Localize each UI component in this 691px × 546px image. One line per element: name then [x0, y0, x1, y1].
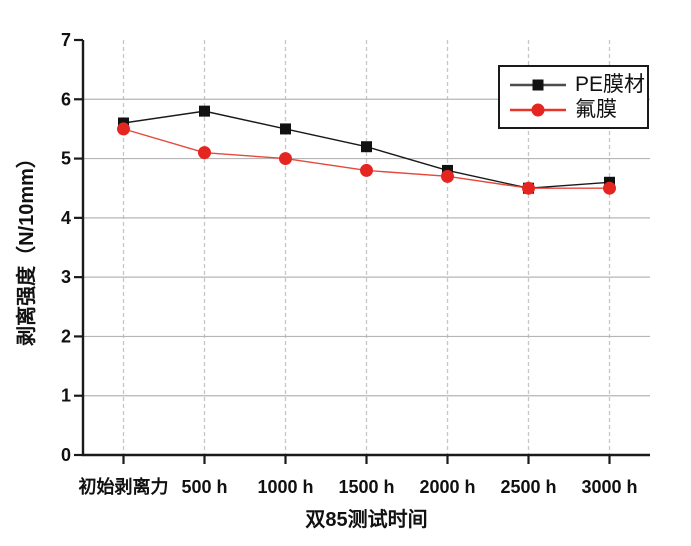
legend-item-pe-film: PE膜材	[509, 72, 645, 97]
pe-film-legend-marker	[532, 79, 544, 90]
y-tick-label: 0	[61, 445, 71, 465]
y-tick-label: 6	[61, 89, 71, 109]
fluoro-film-legend-sample	[510, 103, 566, 116]
fluoro-film-marker	[279, 152, 292, 166]
y-tick-label: 2	[61, 326, 71, 346]
fluoro-film-legend-marker	[531, 103, 545, 116]
fluoro-film-marker	[360, 163, 373, 177]
legend-label: PE膜材	[574, 73, 645, 96]
pe-film-marker	[199, 105, 210, 117]
x-tick-label: 1000 h	[257, 477, 313, 497]
x-axis-title: 双85测试时间	[305, 509, 428, 531]
x-tick-label: 1500 h	[338, 477, 394, 497]
y-tick-label: 1	[61, 386, 71, 406]
fluoro-film-marker	[198, 146, 211, 160]
fluoro-film-marker	[522, 181, 535, 195]
y-tick-label: 4	[61, 208, 71, 228]
legend-item-fluoro-film: 氟膜	[509, 97, 645, 122]
x-tick-label: 2500 h	[500, 477, 556, 497]
x-tick-label: 3000 h	[581, 477, 637, 497]
y-tick-label: 7	[61, 30, 71, 50]
x-tick-label: 初始剥离力	[79, 476, 169, 497]
x-tick-label: 500 h	[181, 477, 227, 497]
pe-film-legend-sample	[510, 79, 566, 90]
legend: PE膜材 氟膜	[498, 65, 649, 129]
x-tick-label: 2000 h	[419, 477, 475, 497]
pe-film-marker	[361, 141, 372, 153]
pe-film-marker	[280, 123, 291, 135]
fluoro-film-marker	[603, 181, 616, 195]
y-tick-label: 3	[61, 267, 71, 287]
legend-label: 氟膜	[575, 98, 617, 121]
fluoro-film-marker	[117, 122, 130, 136]
y-tick-label: 5	[61, 149, 71, 169]
y-axis-title: 剥离强度（N/10mm）	[16, 148, 38, 346]
fluoro-film-marker	[441, 169, 454, 183]
